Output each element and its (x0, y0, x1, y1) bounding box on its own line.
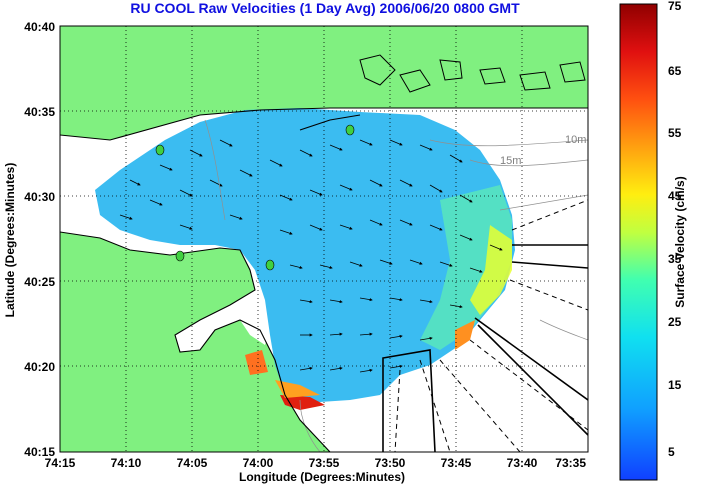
colorbar-tick-label: 35 (668, 252, 682, 266)
x-tick-label: 73:50 (375, 456, 406, 470)
x-tick-label: 74:15 (45, 456, 76, 470)
station-markers (155, 124, 355, 271)
x-ticks: 74:15 74:10 74:05 74:00 73:55 73:50 73:4… (45, 456, 587, 470)
velocity-field-yellow (470, 225, 512, 315)
y-tick-label: 40:35 (24, 105, 55, 119)
colorbar-tick-label: 55 (668, 126, 682, 140)
velocity-field-green (420, 185, 512, 350)
bay-water (240, 300, 270, 345)
map-title: RU COOL Raw Velocities (1 Day Avg) 2006/… (130, 0, 520, 16)
colorbar-tick-label: 15 (668, 378, 682, 392)
x-tick-label: 73:55 (309, 456, 340, 470)
y-tick-label: 40:15 (24, 445, 55, 459)
velocity-field-orange-3 (245, 350, 268, 375)
velocity-arrows (119, 139, 503, 373)
x-axis-label: Longitude (Degrees:Minutes) (238, 470, 406, 484)
radar-dashed (394, 199, 588, 452)
y-tick-label: 40:30 (24, 190, 55, 204)
colorbar-tick-label: 65 (668, 64, 682, 78)
depth-contours (204, 119, 588, 452)
colorbar-tick-label: 75 (668, 0, 682, 13)
x-tick-label: 73:40 (507, 456, 538, 470)
colorbar-tick-label: 45 (668, 189, 682, 203)
depth-label-10m: 10m (565, 134, 586, 146)
colorbar (619, 3, 658, 481)
map-area: 10m 15m (60, 26, 588, 452)
x-tick-label: 74:05 (177, 456, 208, 470)
y-axis-label: Latitude (Degrees:Minutes) (3, 162, 17, 318)
x-tick-label: 74:10 (111, 456, 142, 470)
colorbar-ticks: 75 65 55 45 35 25 15 5 (668, 0, 682, 459)
velocity-field-orange-2 (275, 380, 320, 398)
grid-lines (60, 26, 588, 452)
depth-label-15m: 15m (500, 155, 521, 167)
x-tick-label: 73:45 (441, 456, 472, 470)
y-tick-label: 40:40 (24, 20, 55, 34)
islands (359, 54, 586, 93)
velocity-field (95, 108, 515, 405)
colorbar-tick-label: 25 (668, 315, 682, 329)
x-tick-label: 73:35 (555, 456, 586, 470)
colorbar-label: Surface Velocity (cm/s) (673, 176, 687, 308)
y-ticks: 40:40 40:35 40:30 40:25 40:20 40:15 (24, 20, 55, 459)
x-tick-label: 74:00 (243, 456, 274, 470)
y-tick-label: 40:25 (24, 275, 55, 289)
colorbar-tick-label: 5 (668, 445, 675, 459)
radar-beams (382, 244, 588, 452)
plot-frame (59, 25, 589, 453)
y-tick-label: 40:20 (24, 360, 55, 374)
velocity-field-orange (455, 320, 475, 350)
